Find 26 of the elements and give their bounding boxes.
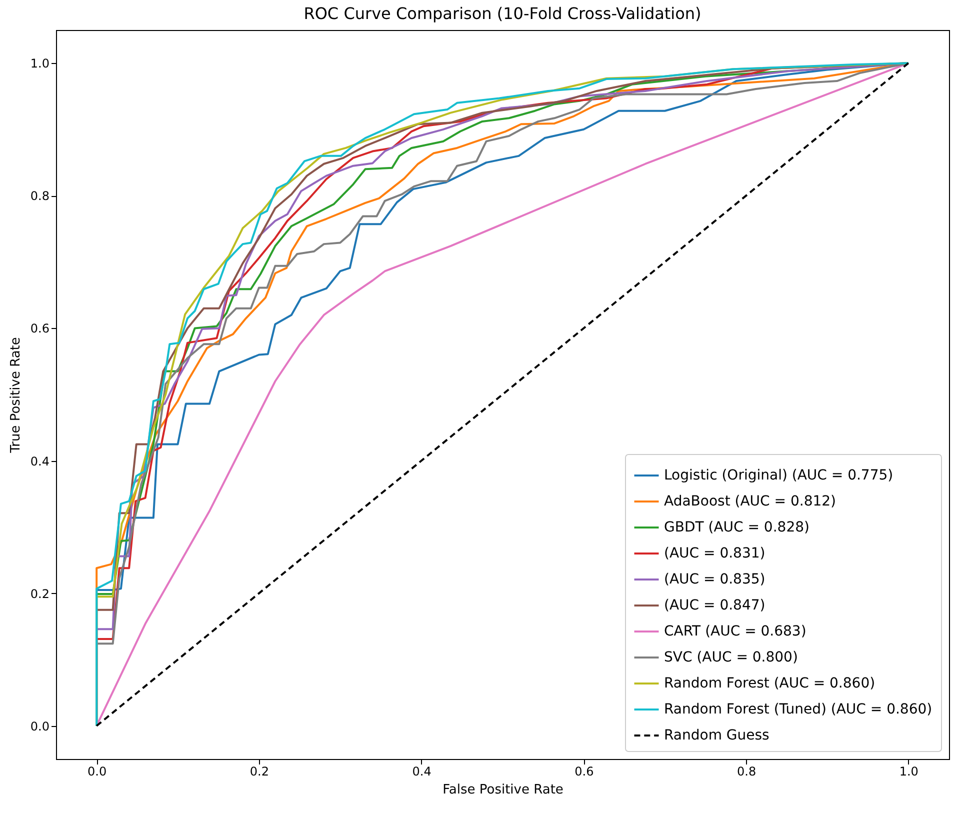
x-tick-label: 0.4 [412, 764, 432, 778]
legend-label: (AUC = 0.835) [664, 572, 766, 588]
x-tick-label: 0.8 [737, 764, 756, 778]
y-tick-label: 0.8 [30, 189, 50, 204]
x-tick-label: 1.0 [899, 764, 918, 778]
x-tick-label: 0.0 [88, 764, 107, 778]
legend-label: CART (AUC = 0.683) [664, 624, 806, 640]
y-tick-label: 0.4 [30, 454, 50, 468]
x-tick-label: 0.2 [250, 764, 269, 778]
y-tick-label: 0.0 [30, 719, 50, 734]
legend-label: Random Forest (Tuned) (AUC = 0.860) [664, 702, 932, 718]
y-tick-label: 0.6 [30, 322, 50, 336]
y-tick-label: 1.0 [30, 56, 50, 71]
legend-label: (AUC = 0.847) [664, 598, 766, 614]
y-tick-label: 0.2 [30, 586, 50, 601]
chart-title: ROC Curve Comparison (10-Fold Cross-Validation) [304, 4, 702, 23]
legend-label: AdaBoost (AUC = 0.812) [664, 494, 836, 510]
x-tick-label: 0.6 [574, 764, 594, 778]
legend-label: (AUC = 0.831) [664, 546, 766, 562]
legend-label: GBDT (AUC = 0.828) [664, 520, 810, 536]
legend-label: Random Forest (AUC = 0.860) [664, 676, 876, 692]
legend-label: Logistic (Original) (AUC = 0.775) [664, 468, 894, 484]
x-axis-title: False Positive Rate [442, 782, 564, 798]
legend-label: Random Guess [664, 728, 770, 744]
legend-label: SVC (AUC = 0.800) [664, 650, 798, 666]
y-axis-title: True Positive Rate [8, 337, 24, 454]
